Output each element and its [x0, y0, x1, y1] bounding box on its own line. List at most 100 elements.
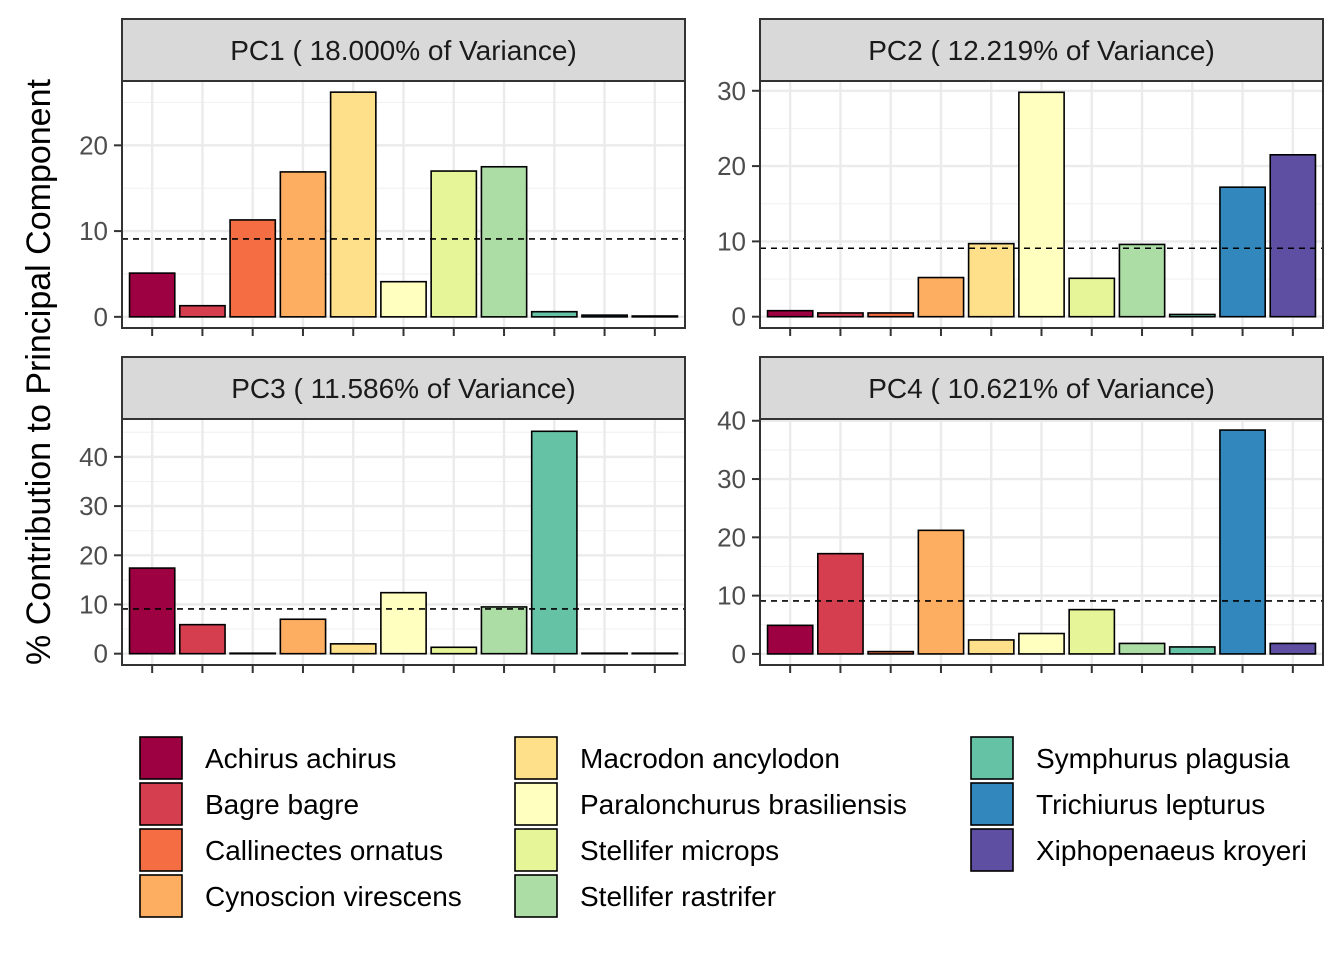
bar-achirus-achirus [766, 624, 814, 655]
bar-achirus-achirus [128, 272, 176, 318]
bar-bagre-bagre [817, 552, 864, 655]
bar-xiphopenaeus-kroyeri [631, 315, 679, 318]
panel-pc4: PC4 ( 10.621% of Variance) 0 10 20 30 40 [717, 356, 1324, 673]
bar-callinectes-ornatus [229, 652, 277, 655]
bar-stellifer-microps [1068, 277, 1116, 318]
bar-xiphopenaeus-kroyeri [631, 652, 679, 655]
legend-item: Cynoscion virescens [139, 874, 462, 918]
y-tick-label: 0 [94, 302, 108, 332]
panel-pc3: PC3 ( 11.586% of Variance) 0 10 20 30 40 [79, 356, 686, 673]
bar-symphurus-plagusia [530, 310, 578, 318]
bar-symphurus-plagusia [1168, 313, 1216, 318]
legend-swatch [139, 828, 183, 872]
legend-label: Symphurus plagusia [1036, 743, 1290, 774]
bar-paralonchurus-brasiliensis [1018, 632, 1065, 655]
panel-pc2: PC2 ( 12.219% of Variance) 0 10 20 30 [717, 18, 1324, 336]
bar-cynoscion-virescens [279, 618, 327, 655]
y-tick-label: 30 [717, 76, 746, 106]
bar-bagre-bagre [179, 623, 226, 655]
panel-title: PC3 ( 11.586% of Variance) [231, 373, 575, 404]
y-tick-label: 10 [717, 226, 746, 256]
legend-swatch [139, 782, 183, 826]
legend-swatch [970, 828, 1014, 872]
legend-swatch [139, 874, 183, 918]
legend-swatch [514, 782, 558, 826]
legend-label: Stellifer rastrifer [580, 881, 776, 912]
bar-trichiurus-lepturus [1219, 186, 1266, 318]
y-tick-label: 20 [79, 540, 108, 570]
y-tick-label: 30 [717, 464, 746, 494]
bar-symphurus-plagusia [1168, 646, 1216, 655]
y-tick-label: 10 [79, 216, 108, 246]
legend-swatch [514, 828, 558, 872]
bar-stellifer-rastrifer [1118, 642, 1166, 655]
y-axis-label: % Contribution to Principal Component [20, 79, 58, 665]
bar-paralonchurus-brasiliensis [380, 280, 427, 318]
bar-stellifer-rastrifer [480, 606, 528, 655]
legend-label: Achirus achirus [205, 743, 396, 774]
bar-paralonchurus-brasiliensis [1018, 91, 1065, 318]
panel-title: PC4 ( 10.621% of Variance) [868, 373, 1215, 404]
legend-item: Xiphopenaeus kroyeri [970, 828, 1307, 872]
legend-item: Stellifer microps [514, 828, 779, 872]
legend-item: Trichiurus lepturus [970, 782, 1265, 826]
legend-label: Trichiurus lepturus [1036, 789, 1265, 820]
bar-stellifer-rastrifer [480, 165, 528, 318]
bar-macrodon-ancylodon [329, 643, 377, 655]
panel-strip [121, 356, 686, 420]
y-tick-label: 10 [717, 581, 746, 611]
bar-trichiurus-lepturus [581, 652, 628, 655]
legend-label: Bagre bagre [205, 789, 359, 820]
legend-label: Callinectes ornatus [205, 835, 443, 866]
bar-achirus-achirus [128, 567, 176, 655]
bar-bagre-bagre [179, 304, 226, 318]
legend-swatch [514, 736, 558, 780]
y-tick-label: 0 [732, 302, 746, 332]
legend-swatch [514, 874, 558, 918]
bar-trichiurus-lepturus [581, 314, 628, 318]
legend: Achirus achirus Bagre bagre Callinectes or… [139, 736, 1307, 918]
legend-item: Bagre bagre [139, 782, 359, 826]
panel-strip [759, 18, 1324, 82]
legend-item: Symphurus plagusia [970, 736, 1290, 780]
y-tick-label: 40 [79, 442, 108, 472]
bar-achirus-achirus [766, 309, 814, 318]
bar-stellifer-microps [430, 646, 478, 655]
panel-title: PC1 ( 18.000% of Variance) [230, 35, 577, 66]
y-tick-label: 20 [717, 151, 746, 181]
legend-swatch [139, 736, 183, 780]
bar-cynoscion-virescens [917, 529, 965, 655]
y-tick-label: 10 [79, 589, 108, 619]
legend-label: Cynoscion virescens [205, 881, 462, 912]
legend-label: Macrodon ancylodon [580, 743, 840, 774]
y-tick-label: 0 [732, 639, 746, 669]
bar-stellifer-microps [430, 170, 478, 318]
legend-item: Paralonchurus brasiliensis [514, 782, 907, 826]
bar-callinectes-ornatus [229, 219, 277, 318]
legend-swatch [970, 736, 1014, 780]
bar-callinectes-ornatus [867, 312, 915, 318]
legend-label: Xiphopenaeus kroyeri [1036, 835, 1307, 866]
bar-stellifer-rastrifer [1118, 243, 1166, 318]
bar-xiphopenaeus-kroyeri [1269, 153, 1317, 318]
panel-strip [121, 18, 686, 82]
bar-macrodon-ancylodon [967, 242, 1015, 318]
legend-item: Macrodon ancylodon [514, 736, 840, 780]
y-tick-label: 30 [79, 491, 108, 521]
bar-cynoscion-virescens [279, 171, 327, 318]
bar-symphurus-plagusia [530, 430, 578, 655]
bar-stellifer-microps [1068, 608, 1116, 655]
y-tick-label: 20 [717, 522, 746, 552]
bar-macrodon-ancylodon [329, 91, 377, 318]
legend-item: Stellifer rastrifer [514, 874, 776, 918]
bar-macrodon-ancylodon [967, 639, 1015, 655]
legend-label: Paralonchurus brasiliensis [580, 789, 907, 820]
legend-item: Achirus achirus [139, 736, 396, 780]
panel-title: PC2 ( 12.219% of Variance) [868, 35, 1215, 66]
bar-callinectes-ornatus [867, 650, 915, 655]
y-tick-label: 0 [94, 639, 108, 669]
legend-swatch [970, 782, 1014, 826]
bar-xiphopenaeus-kroyeri [1269, 642, 1317, 655]
